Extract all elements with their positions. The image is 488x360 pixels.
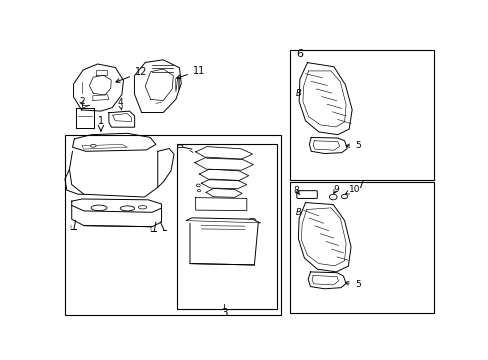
Circle shape xyxy=(329,194,336,200)
Text: 5: 5 xyxy=(346,141,360,150)
Text: B: B xyxy=(296,89,302,98)
Text: 11: 11 xyxy=(176,66,205,79)
FancyBboxPatch shape xyxy=(296,191,317,198)
Text: 8: 8 xyxy=(293,186,299,195)
Ellipse shape xyxy=(90,144,96,147)
Bar xyxy=(290,50,433,180)
Bar xyxy=(65,135,280,315)
Circle shape xyxy=(197,190,200,192)
Text: 10: 10 xyxy=(345,185,360,194)
Text: B: B xyxy=(296,208,302,217)
Bar xyxy=(176,144,277,309)
Text: 2: 2 xyxy=(79,98,84,107)
Text: 5: 5 xyxy=(345,280,360,289)
Circle shape xyxy=(196,184,200,187)
Ellipse shape xyxy=(138,206,146,209)
Circle shape xyxy=(341,194,347,199)
Ellipse shape xyxy=(177,145,183,148)
Text: 4: 4 xyxy=(117,98,122,110)
Text: 12: 12 xyxy=(116,67,147,82)
Ellipse shape xyxy=(91,205,107,211)
Text: 6: 6 xyxy=(296,49,303,59)
Bar xyxy=(290,182,433,314)
Text: 7: 7 xyxy=(356,180,363,190)
Text: 3: 3 xyxy=(220,309,227,319)
Text: 1: 1 xyxy=(98,116,104,126)
Text: 9: 9 xyxy=(332,185,338,194)
Ellipse shape xyxy=(120,206,134,211)
